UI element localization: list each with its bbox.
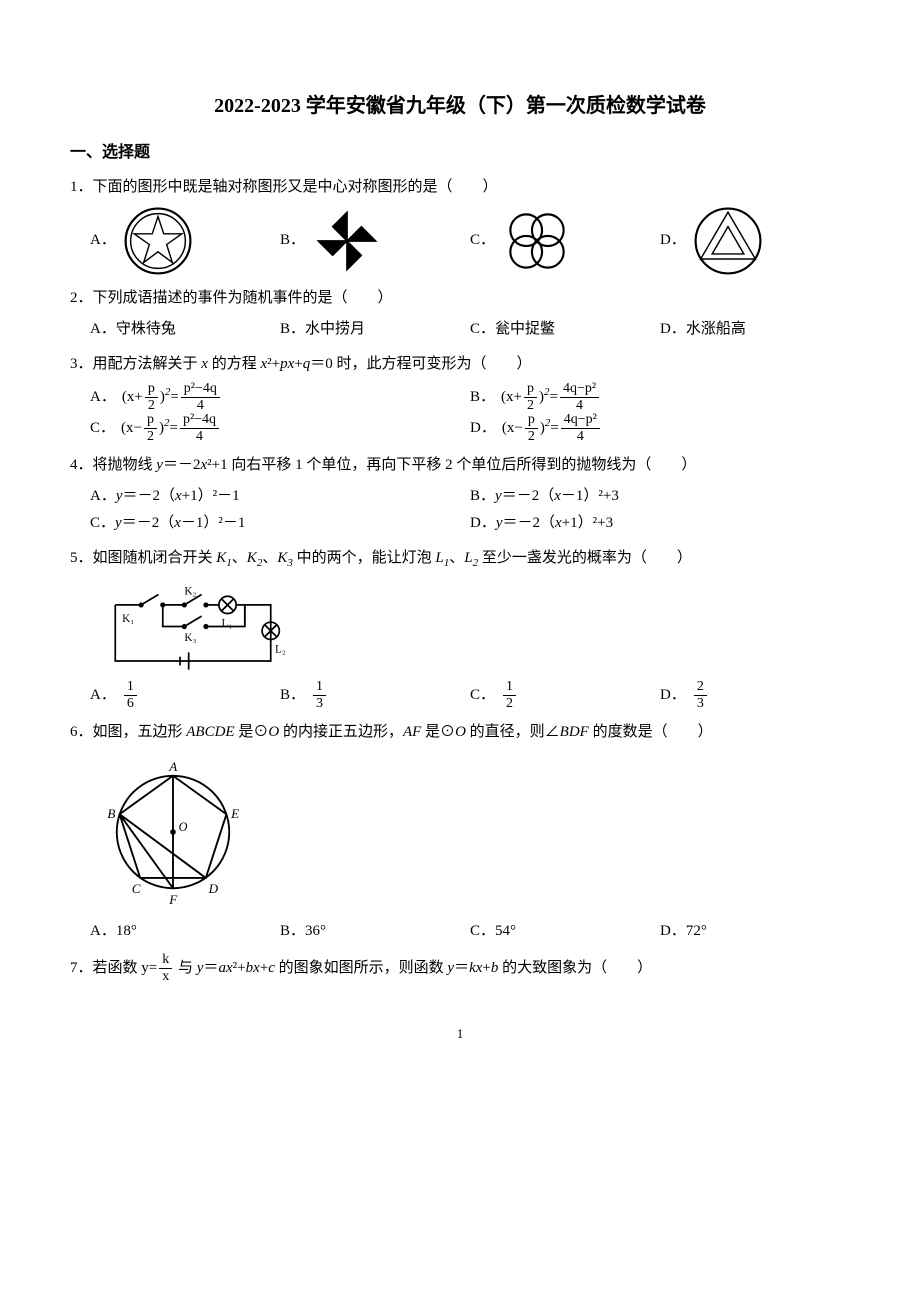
svg-text:C: C [132,881,141,896]
pentagon-in-circle-icon: A B C D E F O [98,752,248,912]
q6-opt-C: C．54° [470,918,660,945]
svg-text:E: E [230,806,239,821]
q3-opt-D: D． (x−p2)2=4q−p²4 [470,413,850,444]
q3-opt-A: A． (x+p2)2=p²−4q4 [90,382,470,413]
q3-options: A． (x+p2)2=p²−4q4 B． (x+p2)2=4q−p²4 C． (… [90,382,850,444]
page-title: 2022-2023 学年安徽省九年级（下）第一次质检数学试卷 [70,90,850,122]
q1-opt-A: A． [90,205,280,277]
q5-text: 5．如图随机闭合开关 K1、K2、K3 中的两个，能让灯泡 L1、L2 至少一盏… [70,545,850,574]
q2-text: 2．下列成语描述的事件为随机事件的是（ ） [70,285,850,312]
svg-text:L₁: L₁ [222,618,233,630]
question-4: 4．将抛物线 y＝－2x²+1 向右平移 1 个单位，再向下平移 2 个单位后所… [70,452,850,537]
q3-opt-B: B． (x+p2)2=4q−p²4 [470,382,850,413]
q2-opt-D: D．水涨船高 [660,316,850,343]
q4-opt-A: A．y＝－2（x+1）²－1 [90,483,470,510]
svg-text:D: D [208,881,219,896]
q4-opt-D: D．y＝－2（x+1）²+3 [470,510,850,537]
q2-opt-A: A．守株待兔 [90,316,280,343]
question-2: 2．下列成语描述的事件为随机事件的是（ ） A．守株待兔 B．水中捞月 C．瓮中… [70,285,850,343]
svg-text:F: F [168,893,178,908]
triangle-in-circle-icon [692,205,764,277]
q6-opt-A: A．18° [90,918,280,945]
q6-opt-B: B．36° [280,918,470,945]
svg-text:L₂: L₂ [275,644,286,656]
svg-text:K₂: K₂ [184,586,196,598]
q5-options: A．16 B．13 C．12 D．23 [90,680,850,711]
pinwheel-icon [311,205,383,277]
svg-text:O: O [179,820,188,834]
q6-text: 6．如图，五边形 ABCDE 是⊙O 的内接正五边形，AF 是⊙O 的直径，则∠… [70,719,850,746]
q5-opt-B: B．13 [280,680,470,711]
q3-text: 3．用配方法解关于 x 的方程 x²+px+q＝0 时，此方程可变形为（ ） [70,351,850,378]
q4-options: A．y＝－2（x+1）²－1 B．y＝－2（x－1）²+3 C．y＝－2（x－1… [90,483,850,537]
svg-text:B: B [107,806,115,821]
svg-text:K₁: K₁ [122,614,134,626]
svg-text:A: A [168,759,178,774]
star-in-circle-icon [122,205,194,277]
four-circles-icon [501,205,573,277]
q1-opt-D: D． [660,205,850,277]
question-3: 3．用配方法解关于 x 的方程 x²+px+q＝0 时，此方程可变形为（ ） A… [70,351,850,444]
circuit-icon: K₁ K₂ K₃ L₁ L₂ [98,579,288,674]
q6-opt-D: D．72° [660,918,850,945]
q2-opt-B: B．水中捞月 [280,316,470,343]
q2-opt-C: C．瓮中捉鳖 [470,316,660,343]
q1-text: 1．下面的图形中既是轴对称图形又是中心对称图形的是（ ） [70,174,850,201]
q7-text: 7．若函数 y=kx 与 y＝ax²+bx+c 的图象如图所示，则函数 y＝kx… [70,953,850,984]
q1-opt-B: B． [280,205,470,277]
q6-pentagon-figure: A B C D E F O [98,752,850,912]
section-header: 一、选择题 [70,140,850,166]
q5-opt-C: C．12 [470,680,660,711]
question-1: 1．下面的图形中既是轴对称图形又是中心对称图形的是（ ） A． B． [70,174,850,277]
q5-circuit-figure: K₁ K₂ K₃ L₁ L₂ [98,579,850,674]
q6-options: A．18° B．36° C．54° D．72° [90,918,850,945]
q3-opt-C: C． (x−p2)2=p²−4q4 [90,413,470,444]
question-5: 5．如图随机闭合开关 K1、K2、K3 中的两个，能让灯泡 L1、L2 至少一盏… [70,545,850,712]
question-7: 7．若函数 y=kx 与 y＝ax²+bx+c 的图象如图所示，则函数 y＝kx… [70,953,850,984]
q5-opt-A: A．16 [90,680,280,711]
q1-opt-C: C． [470,205,660,277]
page-number: 1 [70,1024,850,1045]
svg-text:K₃: K₃ [184,633,196,645]
q4-opt-B: B．y＝－2（x－1）²+3 [470,483,850,510]
question-6: 6．如图，五边形 ABCDE 是⊙O 的内接正五边形，AF 是⊙O 的直径，则∠… [70,719,850,945]
q4-text: 4．将抛物线 y＝－2x²+1 向右平移 1 个单位，再向下平移 2 个单位后所… [70,452,850,479]
q4-opt-C: C．y＝－2（x－1）²－1 [90,510,470,537]
q2-options: A．守株待兔 B．水中捞月 C．瓮中捉鳖 D．水涨船高 [90,316,850,343]
q1-options: A． B． C． [90,205,850,277]
q5-opt-D: D．23 [660,680,850,711]
